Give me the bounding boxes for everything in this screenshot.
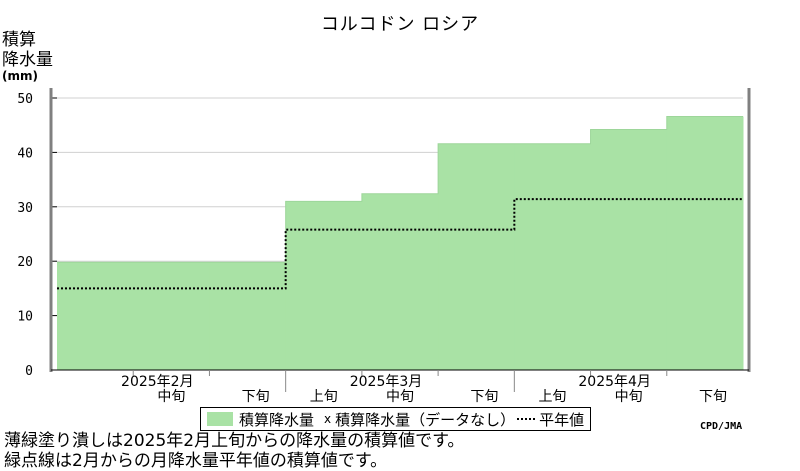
x-tick-label: 下旬 xyxy=(242,389,270,405)
x-tick-label: 上旬 xyxy=(538,389,566,405)
accumulated-bar xyxy=(133,262,210,370)
y-axis-label-line2: 降水量 xyxy=(2,50,53,70)
accumulated-bar xyxy=(666,116,744,370)
legend: 積算降水量 x 積算降水量（データなし） 平年値 xyxy=(200,407,592,431)
legend-swatch-accumulated xyxy=(207,412,233,426)
y-tick-label: 0 xyxy=(25,364,33,379)
month-label: 2025年2月 xyxy=(121,374,194,390)
y-tick-label: 40 xyxy=(17,146,33,161)
accumulated-bar xyxy=(361,193,439,370)
y-axis-label-line1: 積算 xyxy=(2,30,36,50)
legend-label-normal: 平年値 xyxy=(539,410,585,429)
chart-title: コルコドン ロシア xyxy=(320,14,480,35)
legend-label-no-data: 積算降水量（データなし） xyxy=(335,410,516,429)
month-label: 2025年4月 xyxy=(578,374,651,390)
accumulated-bar xyxy=(57,262,134,370)
accumulated-bar xyxy=(209,262,287,370)
note-line-1: 薄緑塗り潰しは2025年2月上旬からの降水量の積算値です。 xyxy=(4,431,465,451)
y-tick-label: 20 xyxy=(17,255,33,270)
credit-text: CPD/JMA xyxy=(700,421,743,432)
x-tick-label: 中旬 xyxy=(157,389,185,405)
x-tick-label: 下旬 xyxy=(699,389,727,405)
x-tick-label: 中旬 xyxy=(615,389,643,405)
y-axis-unit: (mm) xyxy=(2,69,38,83)
accumulated-bar xyxy=(285,201,363,370)
y-tick-label: 30 xyxy=(17,201,33,216)
legend-swatch-normal xyxy=(517,418,536,420)
x-tick-label: 上旬 xyxy=(310,389,338,405)
x-tick-label: 下旬 xyxy=(470,389,498,405)
note-line-2: 緑点線は2月からの月降水量平年値の積算値です。 xyxy=(4,451,388,471)
legend-label-accumulated: 積算降水量 xyxy=(239,410,315,429)
accumulated-outline xyxy=(57,115,743,263)
legend-marker-x: x xyxy=(324,412,332,426)
accumulated-bar xyxy=(438,143,515,370)
normal-line xyxy=(57,198,743,290)
accumulated-bar xyxy=(514,143,592,370)
y-tick-label: 50 xyxy=(17,92,33,107)
y-axis-label: 積算 降水量 (mm) xyxy=(2,30,53,82)
month-label: 2025年3月 xyxy=(350,374,423,390)
accumulated-bar xyxy=(590,129,668,370)
y-tick-label: 10 xyxy=(17,310,33,325)
x-tick-label: 中旬 xyxy=(386,389,414,405)
